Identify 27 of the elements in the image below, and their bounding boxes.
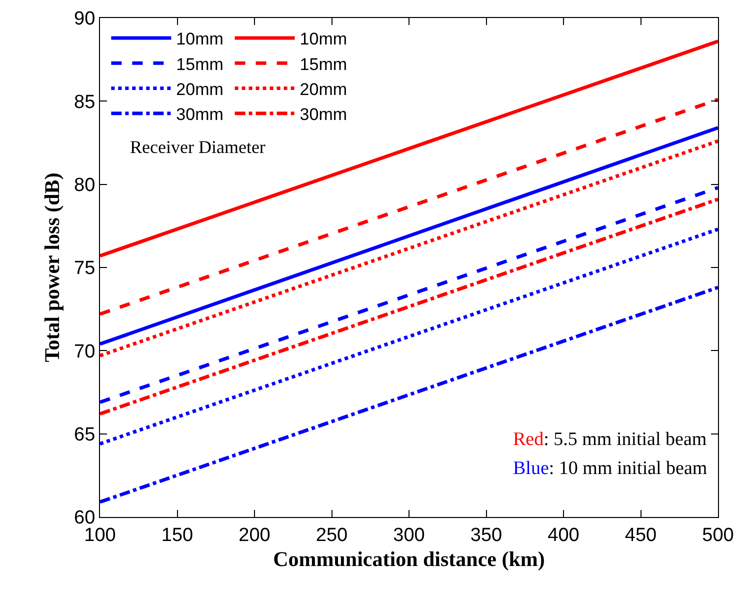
legend-label: 30mm: [176, 104, 224, 124]
y-tick-label: 70: [74, 341, 96, 362]
y-tick-label: 75: [74, 258, 96, 280]
y-axis-title: Total power loss (dB): [40, 172, 64, 362]
y-tick-label: 65: [74, 424, 96, 446]
legend-label: 20mm: [300, 80, 348, 99]
x-tick-label: 400: [548, 524, 580, 546]
x-tick-label: 300: [393, 524, 425, 546]
annotation: Blue: 10 mm initial beam: [513, 458, 708, 479]
x-tick-label: 450: [624, 524, 657, 546]
legend-label: 10mm: [176, 30, 224, 49]
x-tick-label: 250: [316, 524, 348, 546]
x-tick-label: 200: [238, 524, 270, 546]
x-tick-label: 350: [470, 524, 502, 546]
legend-label: 10mm: [300, 30, 348, 49]
legend-label: 30mm: [300, 104, 348, 124]
x-tick-label: 150: [161, 524, 194, 546]
legend-label: 20mm: [176, 80, 224, 99]
legend-title: Receiver Diameter: [130, 137, 266, 157]
legend-label: 15mm: [300, 54, 348, 74]
y-tick-label: 85: [74, 92, 96, 113]
legend-label: 15mm: [176, 54, 224, 74]
y-tick-label: 90: [74, 8, 96, 30]
annotation: Red: 5.5 mm initial beam: [513, 429, 707, 450]
y-tick-label: 80: [74, 174, 96, 196]
x-axis-title: Communication distance (km): [273, 547, 545, 571]
x-tick-label: 500: [702, 524, 734, 546]
